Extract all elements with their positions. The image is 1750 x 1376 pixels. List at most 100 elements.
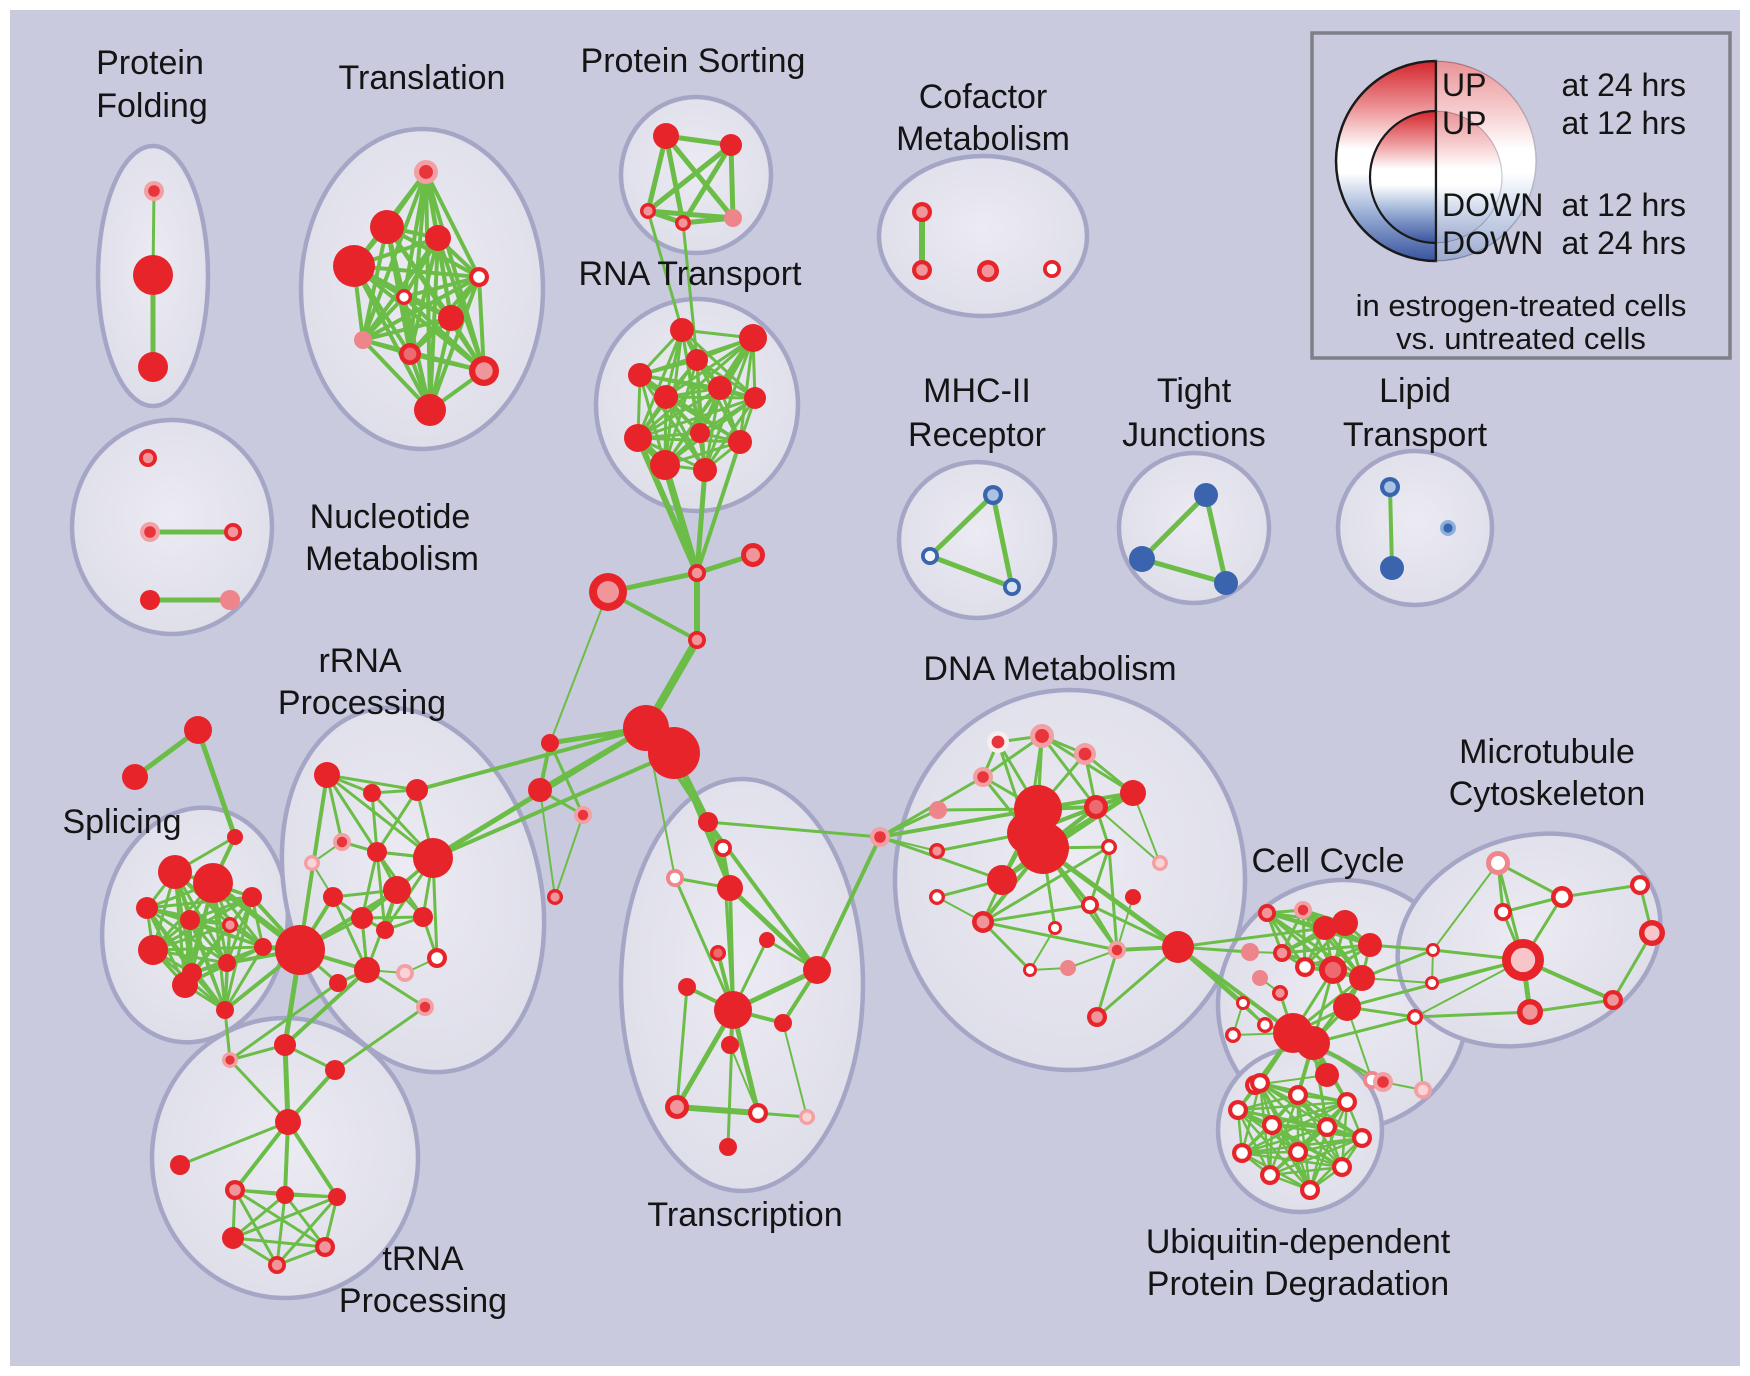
network-edge	[231, 1195, 339, 1240]
node-inner	[1292, 1146, 1304, 1158]
node-inner	[1084, 899, 1096, 911]
node-rr12	[413, 907, 433, 927]
node-h1	[688, 564, 706, 582]
node-cc20	[1315, 1063, 1339, 1087]
node-inner	[1089, 800, 1103, 814]
node-sp2	[122, 764, 148, 790]
node-inner	[1634, 879, 1646, 891]
node-outer	[383, 876, 411, 904]
node-outer	[351, 907, 373, 929]
network-edge	[1268, 1165, 1344, 1177]
node-cc21	[1225, 1027, 1241, 1043]
cluster-outline-cofactor-metabolism	[876, 153, 1090, 319]
node-outer	[693, 458, 717, 482]
node-outer	[158, 855, 192, 889]
network-edge	[275, 1193, 287, 1267]
node-outer	[708, 376, 732, 400]
network-edge	[195, 727, 238, 840]
network-edge	[1095, 948, 1119, 1019]
node-outer	[354, 957, 380, 983]
node-outer	[216, 1001, 234, 1019]
node-ub8	[1232, 1143, 1252, 1163]
network-edge	[681, 221, 699, 362]
node-tj3	[1214, 571, 1238, 595]
node-inner	[1522, 1004, 1538, 1020]
node-cc7	[1273, 944, 1291, 962]
cluster-outline-nucleotide-metabolism	[69, 417, 275, 637]
node-inner	[419, 1001, 431, 1013]
node-inner	[475, 362, 493, 380]
network-edge	[729, 1044, 759, 1114]
node-cc16	[1296, 1026, 1330, 1060]
cluster-label-lipid-transport: Lipid	[1379, 372, 1451, 410]
node-inner	[1491, 856, 1505, 870]
legend-time-0: at 24 hrs	[1561, 67, 1686, 103]
node-dm18	[1081, 896, 1099, 914]
node-p2	[1414, 1081, 1432, 1099]
cluster-label-translation: Translation	[339, 59, 506, 97]
node-rt10	[728, 430, 752, 454]
node-outer	[654, 385, 678, 409]
cluster-outline-lipid-transport	[1335, 448, 1495, 608]
network-edge	[1432, 862, 1499, 951]
node-cc4	[1332, 910, 1358, 936]
network-edge	[638, 373, 707, 472]
node-inner	[148, 185, 160, 197]
cluster-label-microtubule-cytoskeleton: Microtubule	[1459, 733, 1635, 771]
node-rb3	[325, 1060, 345, 1080]
network-edge	[664, 395, 757, 400]
network-edge	[680, 142, 734, 226]
node-sp10	[138, 935, 168, 965]
node-dm6	[870, 827, 890, 847]
node-inner	[1292, 1089, 1304, 1101]
node-outer	[413, 907, 433, 927]
node-outer	[670, 318, 694, 342]
network-edge	[477, 275, 486, 373]
node-inner	[874, 831, 886, 843]
node-inner	[142, 452, 154, 464]
node-outer	[220, 590, 240, 610]
node-inner	[1299, 961, 1311, 973]
node-outer	[698, 812, 718, 832]
cluster-label-protein-folding: Protein	[96, 44, 204, 82]
node-cc17	[1333, 993, 1361, 1021]
network-edge	[645, 208, 736, 221]
network-edge	[424, 170, 481, 279]
node-tc5	[759, 932, 775, 948]
node-outer	[414, 394, 446, 426]
node-h3	[589, 573, 627, 611]
node-lt3	[1440, 520, 1456, 536]
network-edge	[663, 133, 736, 221]
node-tl6	[396, 289, 412, 305]
node-inner	[1046, 263, 1058, 275]
node-outer	[724, 209, 742, 227]
node-ub12	[1300, 1180, 1320, 1200]
node-tj1	[1194, 483, 1218, 507]
node-ub9	[1288, 1142, 1308, 1162]
network-edge	[1414, 1016, 1424, 1091]
node-inner	[596, 580, 620, 604]
node-inner	[1025, 965, 1035, 975]
network-edge	[1116, 896, 1134, 951]
node-rr11	[376, 921, 394, 939]
node-outer	[720, 134, 742, 156]
node-inner	[670, 1100, 684, 1114]
network-edge	[1088, 903, 1180, 949]
node-dm8	[1120, 780, 1146, 806]
node-rt1	[670, 318, 694, 342]
node-dm2	[1030, 724, 1054, 748]
node-dm7	[929, 843, 945, 859]
node-rr5	[304, 855, 320, 871]
node-inner	[1356, 1132, 1368, 1144]
cluster-label-cofactor-metabolism: Metabolism	[896, 120, 1070, 158]
node-tn6	[222, 1227, 244, 1249]
cluster-label-protein-folding: Folding	[96, 87, 208, 125]
node-outer	[690, 423, 710, 443]
node-outer	[406, 779, 428, 801]
node-ub11	[1260, 1165, 1280, 1185]
cluster-label-protein-sorting: Protein Sorting	[581, 42, 806, 80]
node-nm3	[224, 523, 242, 541]
network-edge	[638, 373, 757, 400]
node-mt1	[1486, 851, 1510, 875]
node-cc13	[1236, 996, 1250, 1010]
